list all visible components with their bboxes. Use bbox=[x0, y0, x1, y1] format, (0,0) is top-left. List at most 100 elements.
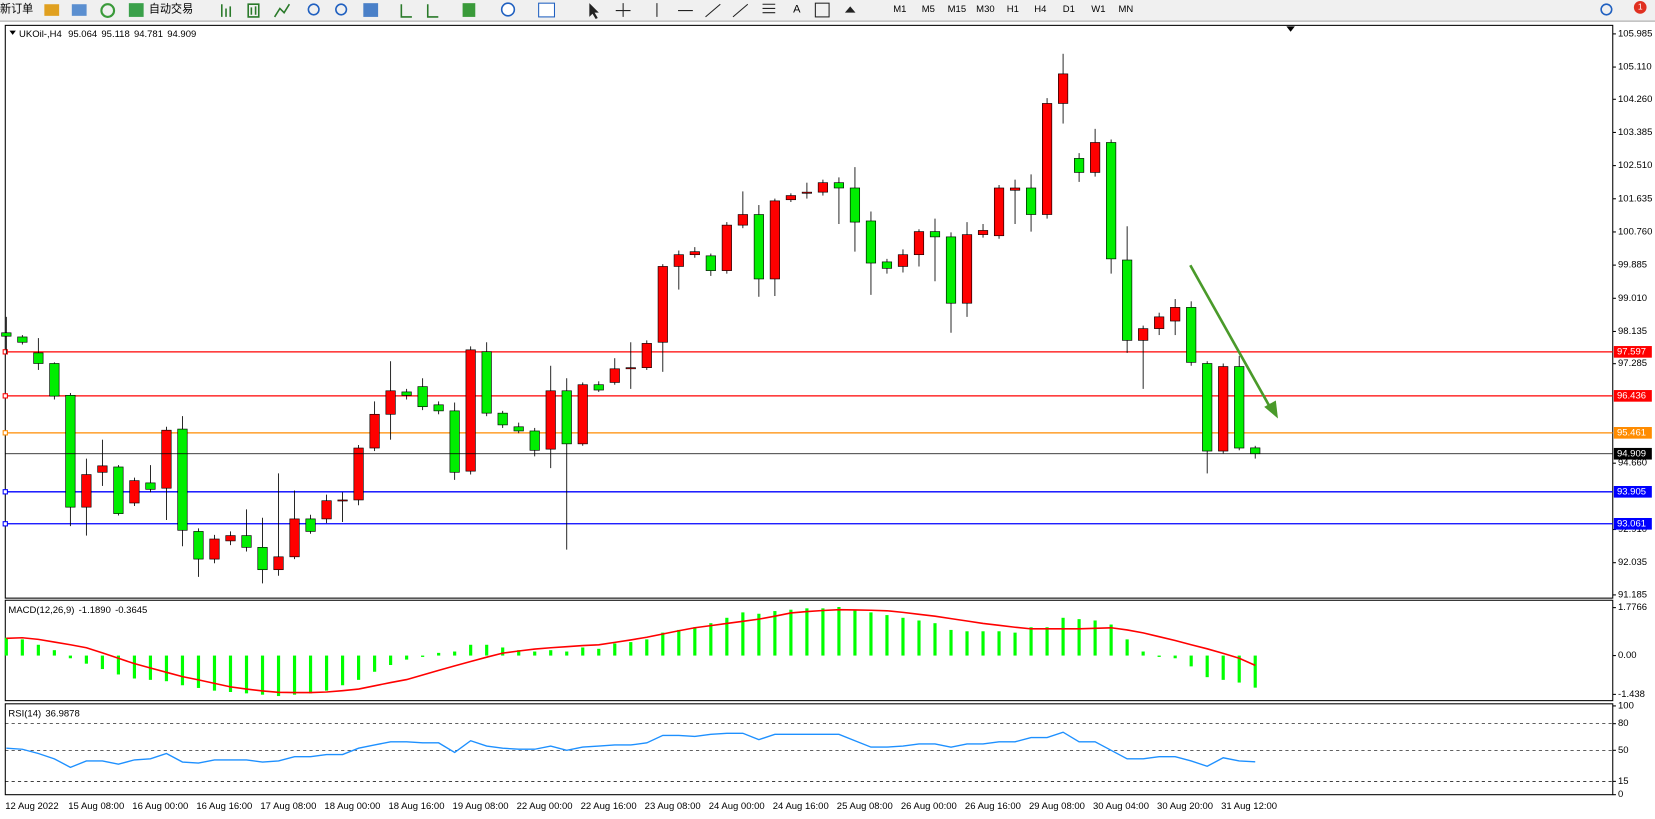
candle-body bbox=[977, 230, 989, 235]
candle-body bbox=[593, 384, 604, 391]
candle-body bbox=[1154, 316, 1165, 329]
periods-icon[interactable] bbox=[500, 2, 516, 17]
macd-bar bbox=[36, 644, 40, 656]
x-tick-label: 24 Aug 00:00 bbox=[709, 801, 765, 812]
macd-bar bbox=[661, 632, 665, 656]
line-chart-icon[interactable] bbox=[273, 3, 291, 18]
x-tick-label: 22 Aug 16:00 bbox=[581, 801, 637, 812]
alert-count: 1 bbox=[1638, 2, 1643, 12]
candle-body bbox=[1138, 328, 1149, 341]
x-tick-label: 16 Aug 16:00 bbox=[196, 801, 252, 812]
candle-body bbox=[545, 390, 556, 450]
macd-header: MACD(12,26,9) -1.1890 -0.3645 bbox=[8, 604, 147, 615]
templates-icon[interactable] bbox=[538, 2, 556, 18]
timeframe-button[interactable]: D1 bbox=[1063, 4, 1075, 15]
candle-body bbox=[193, 531, 204, 560]
candle-body bbox=[689, 251, 700, 256]
line-handle bbox=[2, 430, 8, 436]
candle-body bbox=[321, 500, 332, 520]
line-tools[interactable] bbox=[656, 3, 721, 18]
x-tick-label: 31 Aug 12:00 bbox=[1221, 801, 1277, 812]
x-tick-label: 30 Aug 20:00 bbox=[1157, 801, 1213, 812]
macd-bar bbox=[196, 655, 201, 688]
indicators-icon[interactable] bbox=[462, 3, 476, 17]
macd-bar bbox=[645, 639, 649, 656]
shift-icon[interactable] bbox=[400, 4, 439, 18]
shapes-tool[interactable] bbox=[844, 6, 856, 13]
pane-menu[interactable] bbox=[9, 30, 16, 35]
macd-bar bbox=[1029, 627, 1033, 656]
timeframe-button[interactable]: MN bbox=[1118, 4, 1133, 15]
macd-bar bbox=[869, 612, 873, 656]
macd-bar bbox=[324, 655, 329, 691]
timeframe-button[interactable]: M15 bbox=[948, 4, 966, 15]
candle-body bbox=[785, 195, 796, 201]
candle-body bbox=[449, 410, 460, 473]
macd-bar bbox=[1237, 655, 1241, 683]
macd-bar bbox=[340, 655, 345, 686]
text-tool[interactable]: A bbox=[793, 3, 801, 15]
timeframe-button[interactable]: M1 bbox=[893, 4, 906, 15]
cursor-icon[interactable] bbox=[589, 3, 599, 20]
candle-icon[interactable] bbox=[247, 3, 260, 18]
search-icon[interactable] bbox=[1600, 3, 1613, 16]
x-tick-label: 29 Aug 08:00 bbox=[1029, 801, 1085, 812]
timeframe-button[interactable]: W1 bbox=[1091, 4, 1105, 15]
channel-tools[interactable] bbox=[732, 3, 776, 18]
macd-bar bbox=[1061, 617, 1065, 656]
x-tick-label: 16 Aug 00:00 bbox=[132, 801, 188, 812]
macd-bar bbox=[1141, 651, 1145, 656]
y-tick-label: 50 bbox=[1618, 745, 1629, 756]
x-tick-label: 18 Aug 00:00 bbox=[324, 801, 380, 812]
close: 94.909 bbox=[167, 28, 196, 39]
zoom-in-icon[interactable] bbox=[307, 3, 320, 16]
timeframe-button[interactable]: H4 bbox=[1034, 4, 1046, 15]
timeframe-button[interactable]: H1 bbox=[1007, 4, 1019, 15]
timeframe-button[interactable]: M30 bbox=[976, 4, 994, 15]
macd-bar bbox=[4, 637, 8, 656]
macd-bar bbox=[469, 644, 473, 656]
icon[interactable] bbox=[100, 3, 116, 18]
y-tick-label: 97.285 bbox=[1618, 358, 1647, 369]
candle-body bbox=[1074, 158, 1085, 173]
candle-body bbox=[625, 367, 636, 370]
auto-trading-icon[interactable] bbox=[128, 3, 144, 17]
candle-body bbox=[641, 343, 652, 368]
macd-bar bbox=[357, 655, 361, 680]
macd-bar bbox=[132, 655, 137, 679]
low: 94.781 bbox=[134, 28, 163, 39]
x-tick-label: 22 Aug 00:00 bbox=[517, 801, 573, 812]
macd-bar bbox=[244, 655, 249, 694]
candle-body bbox=[497, 412, 508, 426]
zoom-out-icon[interactable] bbox=[335, 3, 348, 16]
candle-body bbox=[305, 518, 316, 532]
macd-bar bbox=[997, 631, 1001, 656]
macd-pane bbox=[4, 599, 1614, 702]
y-tick-label: 91.185 bbox=[1618, 589, 1647, 600]
candle-body bbox=[1042, 103, 1053, 215]
alert-badge[interactable] bbox=[1633, 1, 1647, 14]
macd-bar bbox=[453, 651, 457, 656]
macd-bar bbox=[837, 606, 841, 656]
macd-bar bbox=[1093, 620, 1097, 656]
crosshair-icon[interactable] bbox=[615, 3, 631, 17]
bar-chart-icon[interactable] bbox=[221, 4, 232, 17]
macd-bar bbox=[405, 655, 409, 660]
auto-trading-button[interactable]: 自动交易 bbox=[149, 1, 193, 15]
candle-body bbox=[769, 200, 780, 280]
rsi-line bbox=[6, 731, 1256, 769]
macd-bar bbox=[741, 612, 745, 656]
timeframe-button[interactable]: M5 bbox=[922, 4, 935, 15]
tile-icon[interactable] bbox=[363, 3, 379, 17]
y-tick-label: 105.985 bbox=[1618, 28, 1652, 39]
y-tick-label: 1.7766 bbox=[1618, 602, 1647, 613]
macd-bar bbox=[501, 647, 505, 656]
label-tool[interactable] bbox=[814, 2, 830, 18]
macd-bar bbox=[116, 655, 121, 675]
icon[interactable] bbox=[44, 4, 60, 16]
macd-bar bbox=[725, 617, 729, 656]
new-order-button[interactable]: 新订单 bbox=[0, 1, 33, 15]
icon[interactable] bbox=[71, 4, 87, 16]
macd-bar bbox=[437, 652, 441, 656]
candle-body bbox=[897, 254, 909, 267]
